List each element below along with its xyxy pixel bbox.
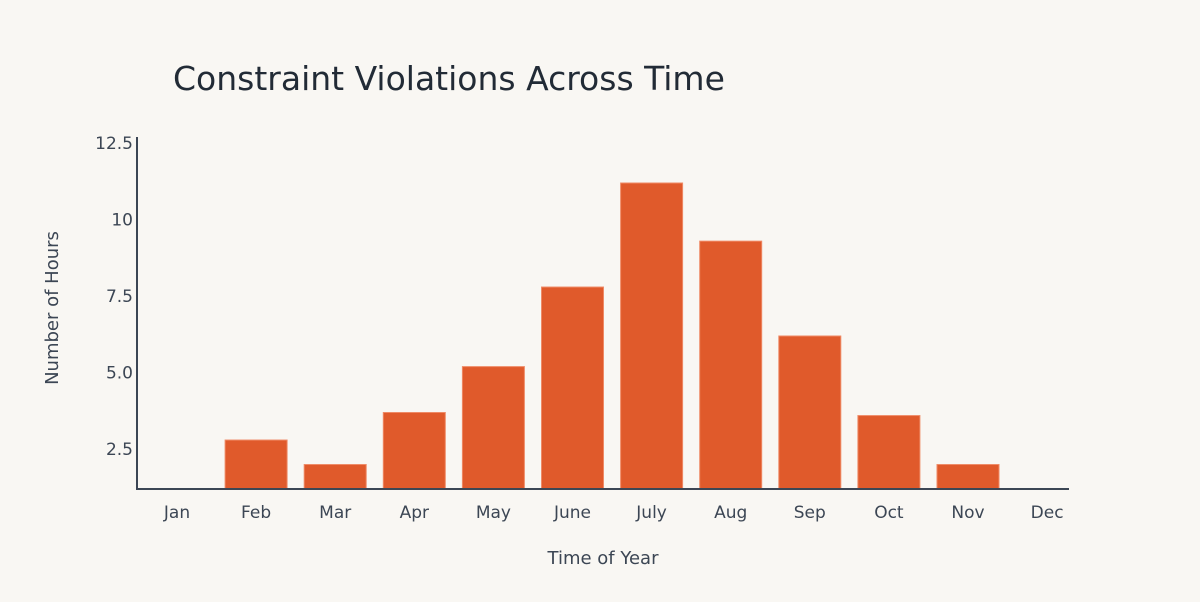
bar-june bbox=[541, 286, 604, 490]
x-tick-label: June bbox=[553, 503, 591, 523]
x-tick-label: Nov bbox=[951, 503, 984, 523]
x-tick-label: July bbox=[635, 503, 667, 523]
x-tick-label: Mar bbox=[319, 503, 351, 523]
bar-oct bbox=[857, 415, 921, 490]
x-tick-label: Oct bbox=[874, 503, 904, 523]
y-axis-label: Number of Hours bbox=[42, 231, 63, 385]
x-tick-label: Aug bbox=[714, 503, 747, 523]
bar-sep bbox=[778, 335, 842, 490]
x-tick-label: Feb bbox=[241, 503, 271, 523]
bar-may bbox=[461, 366, 525, 490]
x-axis-label: Time of Year bbox=[547, 548, 660, 569]
y-tick-label: 10 bbox=[111, 211, 133, 231]
x-tick-label: Sep bbox=[794, 503, 826, 523]
x-tick-label: Jan bbox=[163, 503, 190, 523]
bar-nov bbox=[936, 464, 1000, 490]
y-tick-label: 7.5 bbox=[106, 287, 133, 307]
x-tick-label: Dec bbox=[1031, 503, 1064, 523]
chart-title: Constraint Violations Across Time bbox=[173, 59, 725, 98]
x-tick-label: Apr bbox=[400, 503, 429, 523]
bar-aug bbox=[699, 240, 763, 490]
x-tick-label: May bbox=[476, 503, 511, 523]
y-tick-label: 12.5 bbox=[95, 134, 133, 154]
y-tick-label: 2.5 bbox=[106, 440, 133, 460]
bar-mar bbox=[303, 464, 367, 490]
bar-feb bbox=[224, 439, 288, 490]
y-tick-label: 5.0 bbox=[106, 364, 133, 384]
bar-july bbox=[620, 182, 684, 490]
bar-apr bbox=[382, 412, 446, 490]
